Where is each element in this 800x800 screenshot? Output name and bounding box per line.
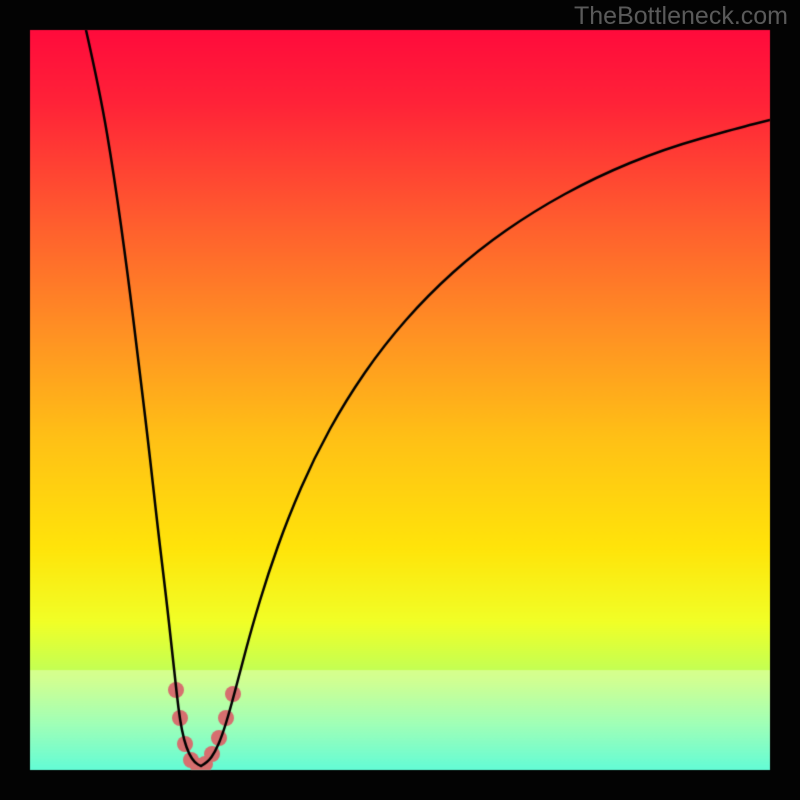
chart-container: TheBottleneck.com [0, 0, 800, 800]
curve-overlay [0, 0, 800, 800]
watermark-text: TheBottleneck.com [574, 2, 788, 31]
